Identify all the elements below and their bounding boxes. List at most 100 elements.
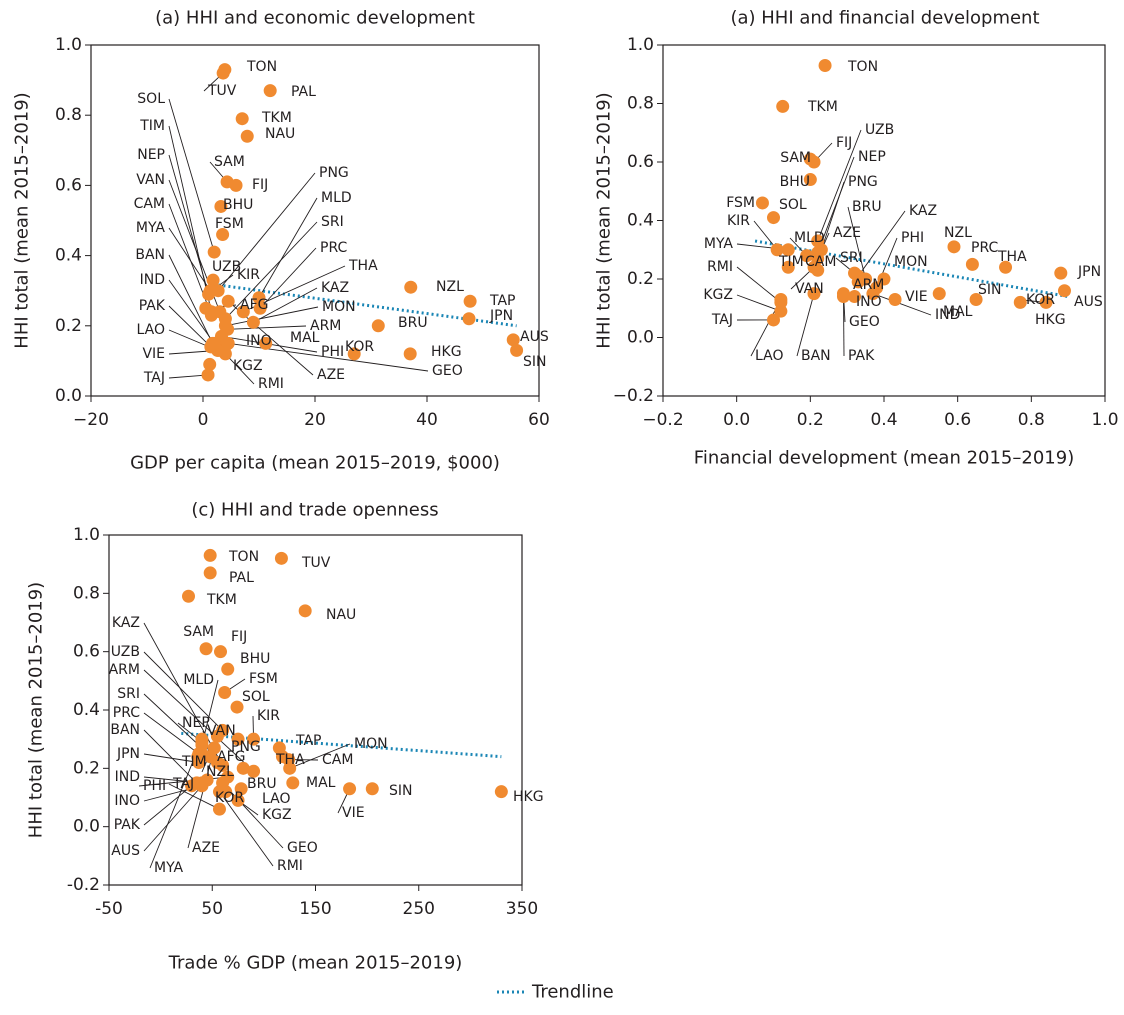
- point-label: TIM: [778, 254, 804, 270]
- point-label: KIR: [257, 708, 280, 724]
- point-label: SRI: [117, 686, 140, 702]
- point-label: SAM: [214, 154, 245, 170]
- point-label: AUS: [520, 329, 549, 345]
- plot: (a) HHI and economic development GDP per …: [12, 8, 550, 474]
- point-label: VIE: [342, 805, 365, 821]
- point-label: PRC: [113, 705, 140, 721]
- x-tick-label: 0.6: [944, 410, 971, 430]
- point-label: SRI: [840, 250, 863, 266]
- point-label: ARM: [109, 662, 140, 678]
- point-label: KGZ: [233, 358, 263, 374]
- x-tick-label: 0.2: [797, 410, 824, 430]
- point: [767, 211, 780, 224]
- x-axis-label: GDP per capita (mean 2015–2019, $000): [130, 453, 500, 474]
- x-tick-label: 0.4: [870, 410, 897, 430]
- x-tick-label: 1.0: [1091, 410, 1118, 430]
- point-label: PAK: [139, 298, 166, 314]
- point-label: PAL: [229, 570, 254, 586]
- point-label: INO: [856, 294, 882, 310]
- point: [205, 305, 218, 318]
- point-label: IND: [140, 272, 165, 288]
- point-label: UZB: [111, 644, 140, 660]
- point: [204, 549, 217, 562]
- leader-line: [169, 99, 214, 252]
- point-label: PRC: [320, 240, 347, 256]
- point-label: RMI: [258, 376, 284, 392]
- point: [299, 604, 312, 617]
- point: [208, 246, 221, 259]
- point-label: TIM: [139, 118, 165, 134]
- x-tick-label: 60: [528, 410, 550, 430]
- y-tick-label: 0.2: [627, 269, 654, 289]
- point-label: AUS: [111, 843, 140, 859]
- point-label: CAM: [805, 254, 836, 270]
- point-label: FSM: [726, 195, 755, 211]
- point-label: GEO: [287, 840, 318, 856]
- point: [206, 337, 219, 350]
- point-label: NAU: [326, 607, 356, 623]
- point-label: KGZ: [262, 807, 292, 823]
- point-label: HKG: [1035, 312, 1066, 328]
- chart-title: (a) HHI and economic development: [155, 8, 475, 29]
- y-tick-label: 0.2: [55, 316, 82, 336]
- point-label: CAM: [134, 196, 165, 212]
- point-label: MAL: [943, 304, 973, 320]
- leader-line: [228, 326, 306, 329]
- y-axis-label: HHI total (mean 2015–2019): [26, 582, 47, 838]
- point: [230, 179, 243, 192]
- point-label: HKG: [431, 344, 462, 360]
- point-label: NEP: [182, 715, 210, 731]
- point: [404, 281, 417, 294]
- point-label: TON: [228, 549, 259, 565]
- point-label: NZL: [944, 225, 972, 241]
- point-label: JPN: [1077, 264, 1101, 280]
- y-tick-label: -0.2: [67, 875, 100, 895]
- y-tick-label: 0.2: [73, 758, 100, 778]
- point-label: SOL: [779, 197, 807, 213]
- point-label: KAZ: [112, 615, 140, 631]
- point-label: NAU: [265, 126, 295, 142]
- point-label: SIN: [978, 282, 1002, 298]
- point-label: VIE: [142, 346, 165, 362]
- point: [366, 782, 379, 795]
- point-label: TKM: [261, 110, 292, 126]
- y-tick-label: 0.8: [627, 94, 654, 114]
- point: [819, 59, 832, 72]
- point-label: TON: [246, 59, 277, 75]
- point-label: PAK: [114, 817, 141, 833]
- point-label: KOR: [1026, 292, 1055, 308]
- point: [204, 566, 217, 579]
- point: [217, 67, 230, 80]
- y-tick-label: 0.4: [73, 700, 100, 720]
- point: [202, 368, 215, 381]
- point: [495, 785, 508, 798]
- point-label: IND: [115, 769, 140, 785]
- point-label: FIJ: [836, 135, 852, 151]
- point-label: TAP: [295, 733, 321, 749]
- point: [214, 645, 227, 658]
- x-tick-label: 150: [299, 899, 331, 919]
- point-label: TON: [847, 59, 878, 75]
- y-tick-label: 0.4: [55, 246, 82, 266]
- y-tick-label: −0.2: [613, 386, 654, 406]
- point-label: SIN: [389, 783, 413, 799]
- y-axis-label: HHI total (mean 2015–2019): [594, 92, 615, 348]
- point: [202, 288, 215, 301]
- point-label: JPN: [489, 308, 513, 324]
- point-label: PHI: [143, 778, 166, 794]
- point-label: TAJ: [172, 776, 194, 792]
- point-label: PHI: [321, 344, 344, 360]
- point: [1058, 284, 1071, 297]
- point-label: BAN: [135, 247, 165, 263]
- point-label: SOL: [137, 91, 165, 107]
- point-label: KAZ: [909, 203, 937, 219]
- point-label: KIR: [237, 267, 260, 283]
- point-label: LAO: [262, 791, 290, 807]
- point-label: BRU: [852, 199, 882, 215]
- point-label: BRU: [247, 776, 277, 792]
- point-label: KGZ: [703, 287, 733, 303]
- point: [889, 293, 902, 306]
